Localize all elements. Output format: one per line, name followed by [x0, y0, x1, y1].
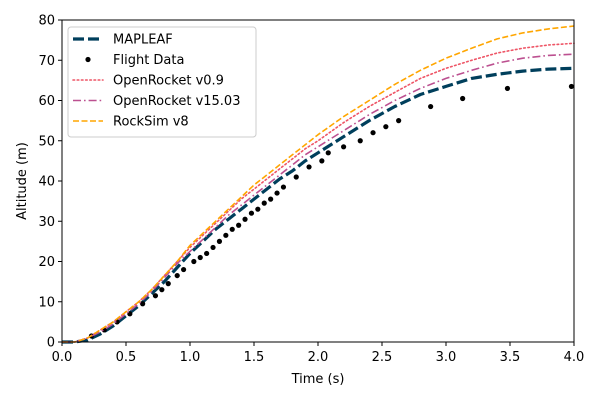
y-tick-label: 40: [38, 175, 55, 190]
flight-data-point: [325, 150, 331, 156]
y-tick-label: 60: [38, 94, 55, 109]
flight-data-point: [181, 266, 187, 273]
flight-data-point: [223, 232, 229, 238]
y-axis-label: Altitude (m): [15, 142, 30, 220]
flight-data-point: [204, 250, 210, 257]
flight-data-point: [396, 118, 402, 124]
flight-data-point: [140, 301, 146, 307]
x-tick-label: 0.5: [116, 350, 137, 365]
flight-data-point: [341, 144, 347, 150]
flight-data-point: [306, 164, 312, 170]
flight-data-point: [236, 222, 242, 228]
flight-data-point: [255, 206, 261, 212]
legend-label-mapleaf: MAPLEAF: [113, 33, 173, 48]
legend-swatch-flight-data: [85, 56, 91, 63]
x-tick-label: 1.5: [244, 350, 265, 365]
flight-data-point: [319, 158, 325, 164]
flight-data-point: [460, 95, 466, 102]
series-line-mapleaf: [62, 66, 575, 344]
flight-data-point: [268, 196, 274, 202]
x-tick-label: 2.5: [372, 350, 393, 365]
flight-data-point: [248, 210, 255, 216]
legend-label-rocksim-v8: RockSim v8: [113, 115, 189, 130]
legend-label-openrocket-v0-9: OpenRocket v0.9: [113, 74, 224, 89]
flight-data-point: [293, 174, 299, 180]
series-flight-data: [88, 83, 575, 339]
x-tick-label: 0.0: [52, 350, 73, 365]
x-tick-label: 4.0: [564, 350, 585, 365]
flight-data-point: [191, 258, 197, 265]
legend: MAPLEAF Flight Data OpenRocket v0.9 OpenRoc…: [67, 26, 257, 138]
x-tick-label: 1.0: [180, 350, 201, 365]
x-tick-label: 3.5: [500, 350, 521, 365]
flight-data-point: [165, 281, 171, 287]
legend-label-flight-data: Flight Data: [113, 53, 184, 68]
y-axis-ticks: 0 10 20 30 40 50 60 70 80: [38, 14, 62, 351]
x-tick-label: 2.0: [308, 350, 329, 365]
y-tick-label: 30: [38, 215, 55, 230]
y-tick-label: 0: [47, 336, 55, 351]
flight-data-point: [152, 293, 159, 299]
plot-lines: [61, 25, 575, 344]
flight-data-point: [210, 244, 216, 251]
legend-box: [67, 26, 257, 138]
y-tick-label: 80: [38, 14, 55, 29]
flight-data-point: [229, 226, 235, 232]
flight-data-point: [261, 200, 267, 206]
flight-data-point: [370, 130, 376, 136]
x-axis-label: Time (s): [291, 372, 345, 387]
legend-label-openrocket-v15-03: OpenRocket v15.03: [113, 94, 240, 109]
flight-data-point: [280, 184, 287, 190]
series-line-openrocket-v15-03: [62, 53, 575, 343]
series-line-rocksim-v8: [62, 25, 575, 343]
flight-data-point: [274, 190, 280, 196]
flight-data-point: [159, 287, 165, 293]
y-tick-label: 70: [38, 54, 55, 69]
flight-data-point: [216, 238, 223, 244]
flight-data-point: [568, 83, 575, 90]
flight-data-point: [383, 124, 389, 130]
flight-data-point: [197, 254, 203, 261]
flight-data-point: [428, 103, 434, 110]
y-tick-label: 50: [38, 134, 55, 149]
x-tick-label: 3.0: [436, 350, 457, 365]
flight-data-point: [357, 138, 363, 144]
y-tick-label: 10: [38, 295, 55, 310]
x-axis-ticks: 0.0 0.5 1.0 1.5 2.0 2.5 3.0 3.5 4.0: [52, 342, 585, 365]
flight-data-point: [174, 272, 180, 279]
flight-data-point: [504, 85, 511, 92]
y-tick-label: 20: [38, 255, 55, 270]
flight-data-point: [242, 216, 248, 222]
